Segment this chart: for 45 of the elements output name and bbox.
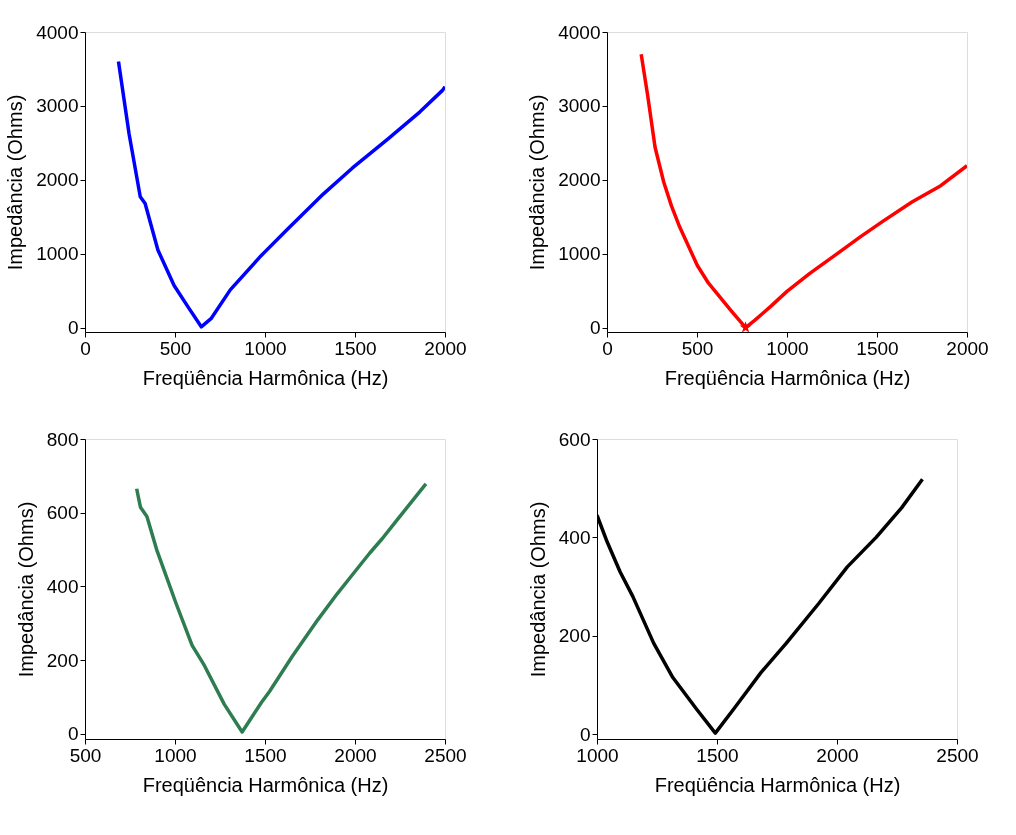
x-tick-label: 500 <box>69 744 102 766</box>
x-tick-label: 2000 <box>946 337 989 359</box>
x-tick-label: 1000 <box>244 337 287 359</box>
x-tick-label: 1500 <box>696 744 739 766</box>
y-tick-label: 0 <box>589 317 601 339</box>
y-tick-label: 1000 <box>36 243 79 265</box>
x-tick-label: 2000 <box>424 337 467 359</box>
y-tick-label: 0 <box>67 317 79 339</box>
y-tick-label: 2000 <box>36 169 79 191</box>
x-tick-label: 1500 <box>244 744 287 766</box>
line-series <box>134 482 428 734</box>
y-tick-label: 400 <box>46 575 79 597</box>
y-axis-title: Impedância (Ohms) <box>526 94 549 271</box>
y-tick-label: 600 <box>46 502 79 524</box>
y-tick-label: 0 <box>579 723 591 745</box>
y-axis-title: Impedância (Ohms) <box>14 501 37 678</box>
y-axis-title: Impedância (Ohms) <box>526 501 549 678</box>
x-axis-title: Freqüência Harmônica (Hz) <box>664 366 911 389</box>
y-tick-label: 3000 <box>558 95 601 117</box>
x-tick-label: 500 <box>681 337 714 359</box>
y-tick-label: 1000 <box>558 243 601 265</box>
x-tick-label: 2500 <box>936 744 979 766</box>
x-axis-title: Freqüência Harmônica (Hz) <box>654 773 901 796</box>
x-tick-label: 1000 <box>154 744 197 766</box>
y-tick-label: 400 <box>558 526 591 548</box>
x-tick-label: 2000 <box>334 744 377 766</box>
x-tick-label: 1000 <box>766 337 809 359</box>
y-tick-label: 600 <box>558 428 591 450</box>
x-tick-label: 2000 <box>816 744 859 766</box>
y-tick-label: 200 <box>558 625 591 647</box>
y-tick-label: 3000 <box>36 95 79 117</box>
y-tick-label: 4000 <box>36 21 79 43</box>
y-axis-title: Impedância (Ohms) <box>4 94 27 271</box>
x-axis-title: Freqüência Harmônica (Hz) <box>142 366 389 389</box>
line-series <box>116 59 445 329</box>
y-tick-label: 200 <box>46 649 79 671</box>
y-tick-label: 4000 <box>558 21 601 43</box>
x-axis-title: Freqüência Harmônica (Hz) <box>142 773 389 796</box>
x-tick-label: 500 <box>159 337 192 359</box>
y-tick-label: 800 <box>46 428 79 450</box>
x-tick-label: 2500 <box>424 744 467 766</box>
y-tick-label: 2000 <box>558 169 601 191</box>
x-tick-label: 1500 <box>856 337 899 359</box>
x-tick-label: 1500 <box>334 337 377 359</box>
y-tick-label: 0 <box>67 723 79 745</box>
